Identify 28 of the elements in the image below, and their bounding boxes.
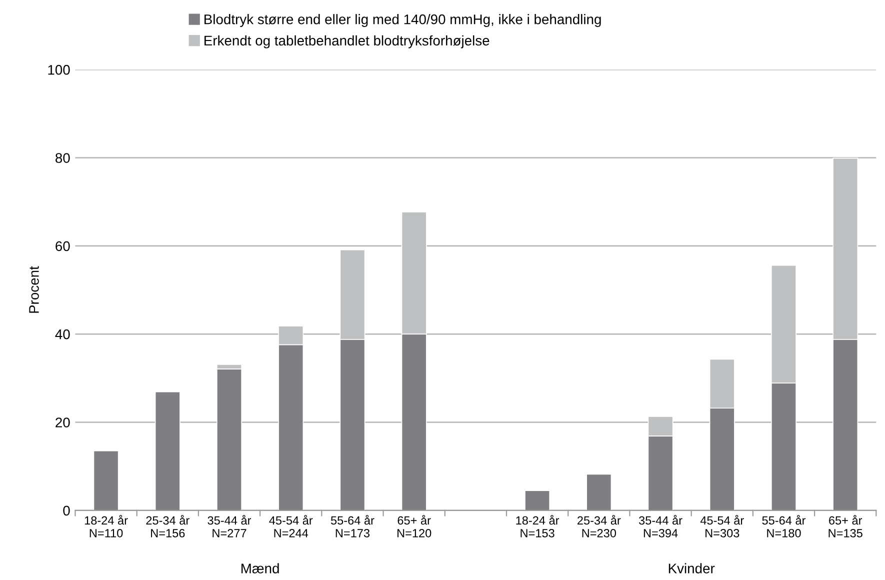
bar bbox=[524, 490, 550, 510]
legend-label: Erkendt og tabletbehandlet blodtryksforhøjelse bbox=[204, 35, 490, 48]
bar bbox=[216, 368, 242, 510]
x-tick-label: 45-54 år N=303 bbox=[700, 514, 744, 538]
bar bbox=[93, 450, 119, 510]
y-tick-label: 100 bbox=[48, 64, 70, 75]
x-tick-label: 65+ år N=135 bbox=[828, 514, 862, 538]
x-tick-label: 25-34 år N=230 bbox=[578, 514, 621, 538]
bar bbox=[586, 474, 612, 510]
y-tick-label: 20 bbox=[56, 418, 70, 428]
legend-label: Blodtryk større end eller lig med 140/90 mmHg, ikke i behandling bbox=[204, 14, 601, 28]
y-tick-label: 80 bbox=[56, 153, 70, 163]
bar bbox=[154, 391, 180, 510]
y-tick-label: 40 bbox=[55, 329, 70, 340]
x-tick-label: 18-24 år N=110 bbox=[84, 514, 128, 538]
x-tick-label: 25-34 år N=156 bbox=[146, 514, 190, 538]
y-tick-label: 60 bbox=[56, 241, 70, 252]
x-tick-label: 55-64 år N=173 bbox=[330, 514, 374, 538]
x-tick-label: 55-64 år N=180 bbox=[762, 514, 806, 538]
text: Kvinder bbox=[668, 563, 715, 574]
text: Mænd bbox=[242, 563, 279, 574]
x-tick-label: 65+ år N=120 bbox=[397, 514, 432, 538]
x-tick-label: 35-44 år N=394 bbox=[638, 514, 682, 538]
y-tick-label: 0 bbox=[63, 506, 70, 516]
x-tick-label: 18-24 år N=153 bbox=[516, 514, 560, 538]
x-tick-label: 35-44 år N=277 bbox=[208, 514, 252, 538]
y-axis-title: Procent bbox=[29, 266, 39, 313]
x-tick-label: 45-54 år N=244 bbox=[269, 514, 313, 538]
